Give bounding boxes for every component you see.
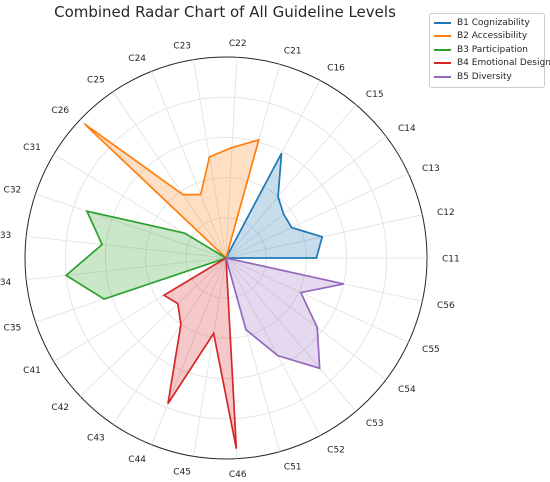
axis-label-c31: C31 [23, 143, 41, 153]
axis-label-c21: C21 [284, 46, 302, 56]
axis-label-c53: C53 [366, 419, 384, 429]
legend-item: B1 Cognizability [434, 16, 540, 30]
axis-label-c16: C16 [327, 64, 345, 74]
axis-label-c24: C24 [128, 54, 146, 64]
radar-spoke [193, 257, 227, 457]
legend-swatch [434, 21, 451, 24]
radar-spoke [112, 257, 227, 425]
axis-label-c26: C26 [51, 106, 69, 116]
axis-label-c54: C54 [398, 385, 416, 395]
radar-spoke [225, 257, 409, 343]
radar-axis-labels: C11 C12 C13 C14 C15 C16 C21 C22 C23 C24 C25 C26 C31 C… [0, 39, 460, 480]
legend-item: B3 Participation [434, 43, 540, 57]
axis-label-c52: C52 [327, 445, 345, 455]
axis-label-c12: C12 [437, 208, 455, 218]
series-polygon-b2 [83, 123, 261, 260]
radar-spoke [26, 235, 227, 259]
axis-label-c14: C14 [398, 124, 416, 134]
legend-swatch [434, 35, 451, 38]
axis-label-c44: C44 [128, 455, 146, 465]
radar-spoke [112, 91, 227, 259]
axis-label-c32: C32 [4, 186, 22, 196]
radar-spoke [225, 214, 423, 259]
chart-legend: B1 Cognizability B2 Accessibility B3 Parti… [429, 13, 550, 88]
axis-label-c41: C41 [23, 366, 41, 376]
legend-swatch [434, 62, 451, 65]
axis-label-c15: C15 [366, 90, 384, 100]
radar-series [64, 123, 344, 449]
axis-label-c51: C51 [284, 463, 302, 473]
radar-spoke [151, 71, 227, 259]
radar-spoke [35, 193, 227, 259]
legend-label: B2 Accessibility [457, 31, 528, 42]
series-polygon-b4 [162, 256, 238, 449]
axis-label-c35: C35 [4, 323, 22, 333]
radar-spoke [79, 257, 227, 397]
axis-label-c11: C11 [442, 255, 460, 265]
radar-spoke [225, 257, 387, 380]
axis-label-c22: C22 [229, 39, 247, 49]
series-polygon-b3 [64, 209, 229, 301]
axis-label-c55: C55 [422, 345, 440, 355]
legend-label: B3 Participation [457, 44, 528, 55]
radar-spoke [225, 257, 321, 436]
legend-swatch [434, 75, 451, 78]
legend-label: B4 Emotional Design [457, 58, 550, 69]
axis-label-c46: C46 [229, 470, 247, 478]
legend-item: B5 Diversity [434, 70, 540, 84]
radar-spoke [225, 57, 238, 259]
axis-label-c43: C43 [87, 433, 105, 443]
radar-spoke [225, 136, 387, 259]
axis-label-c42: C42 [51, 403, 69, 413]
axis-label-c13: C13 [422, 164, 440, 174]
legend-label: B5 Diversity [457, 71, 512, 82]
radar-spoke [26, 257, 227, 281]
radar-spoke [225, 257, 357, 412]
axis-label-c23: C23 [173, 41, 191, 51]
series-polygon-b1 [224, 152, 324, 259]
radar-spoke [225, 173, 409, 259]
axis-label-c33: C33 [0, 231, 11, 241]
axis-label-c34: C34 [0, 278, 12, 288]
series-polygon-b5 [224, 256, 344, 370]
axis-label-c25: C25 [87, 76, 105, 86]
legend-swatch [434, 48, 451, 51]
legend-item: B2 Accessibility [434, 30, 540, 44]
radar-spoke [225, 104, 357, 259]
axis-label-c56: C56 [437, 301, 455, 311]
legend-item: B4 Emotional Design [434, 57, 550, 71]
legend-label: B1 Cognizability [457, 17, 530, 28]
radar-spoke [151, 257, 227, 445]
chart-title: Combined Radar Chart of All Guideline Le… [54, 3, 396, 21]
axis-label-c45: C45 [173, 468, 191, 478]
